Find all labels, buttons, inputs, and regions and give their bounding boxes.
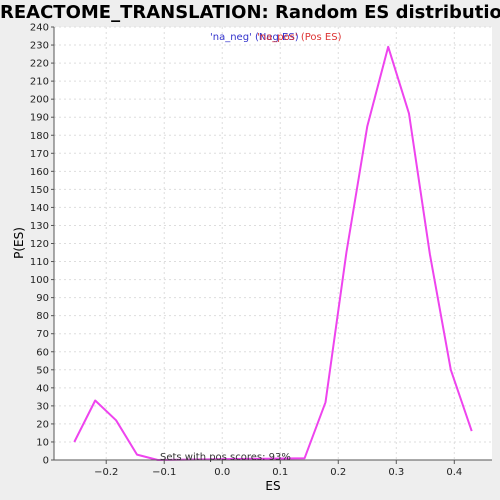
y-tick-label: 150	[30, 185, 49, 196]
y-tick-label: 100	[30, 275, 49, 286]
y-tick-label: 140	[30, 203, 49, 214]
legend-pos-label: 'na_pos' (Pos ES)	[257, 32, 342, 43]
x-tick-label: −0.1	[152, 467, 176, 478]
y-tick-label: 90	[36, 293, 49, 304]
y-tick-label: 220	[30, 59, 49, 70]
x-tick-label: 0.4	[446, 467, 462, 478]
chart-title: REACTOME_TRANSLATION: Random ES distribu…	[0, 2, 500, 23]
y-tick-label: 190	[30, 113, 49, 124]
x-axis-label: ES	[265, 479, 280, 493]
y-tick-label: 40	[36, 383, 49, 394]
y-axis-label: P(ES)	[12, 227, 26, 259]
annotation-text: Sets with pos scores: 93%	[160, 452, 291, 463]
y-tick-label: 170	[30, 149, 49, 160]
y-tick-label: 200	[30, 95, 49, 106]
y-tick-label: 60	[36, 347, 49, 358]
legend-neg-label: 'na_neg' (Neg ES)	[210, 32, 299, 43]
y-tick-label: 130	[30, 221, 49, 232]
series-layer	[73, 45, 473, 461]
y-tick-label: 160	[30, 167, 49, 178]
y-tick-label: 180	[30, 131, 49, 142]
grid	[54, 26, 492, 460]
y-ticks: 0 10 20 30 40 50 60 70 80 90 100 110 120 130 140 150 160…	[30, 23, 54, 467]
x-tick-label: 0.0	[214, 467, 230, 478]
y-tick-label: 240	[30, 23, 49, 34]
x-tick-label: 0.2	[330, 467, 346, 478]
y-tick-label: 0	[43, 456, 49, 467]
y-tick-label: 70	[36, 329, 49, 340]
y-tick-label: 230	[30, 41, 49, 52]
x-tick-label: 0.1	[272, 467, 288, 478]
x-tick-label: 0.3	[388, 467, 404, 478]
x-ticks: −0.2 −0.1 0.0 0.1 0.2 0.3 0.4	[94, 460, 462, 478]
y-tick-label: 120	[30, 239, 49, 250]
y-tick-label: 30	[36, 401, 49, 412]
series-line	[73, 45, 473, 461]
y-tick-label: 10	[36, 437, 49, 448]
x-tick-label: −0.2	[94, 467, 118, 478]
y-tick-label: 110	[30, 257, 49, 268]
y-tick-label: 80	[36, 311, 49, 322]
y-tick-label: 50	[36, 365, 49, 376]
y-tick-label: 210	[30, 77, 49, 88]
y-tick-label: 20	[36, 419, 49, 430]
